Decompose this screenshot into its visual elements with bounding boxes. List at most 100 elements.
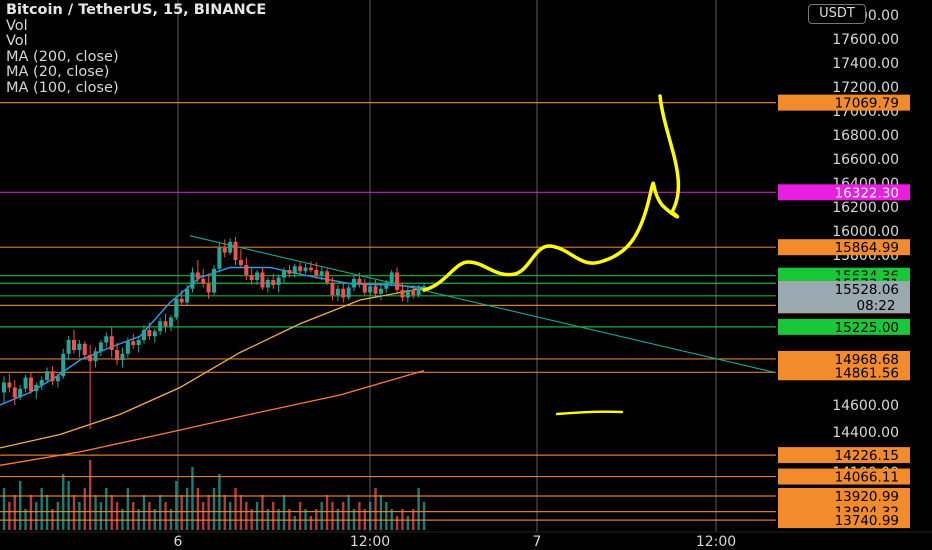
candle-body <box>174 298 179 318</box>
candle-body <box>163 321 168 327</box>
candle-body <box>308 267 313 270</box>
level-tag-label: 13740.99 <box>835 513 899 529</box>
volume-bar <box>126 488 130 530</box>
candle-body <box>357 278 362 284</box>
volume-bar <box>363 509 366 530</box>
candle-body <box>136 340 141 345</box>
descending-trendline <box>189 235 776 374</box>
candle-body <box>238 260 243 265</box>
volume-bar <box>342 502 345 530</box>
volume-bar <box>417 488 420 530</box>
volume-bar <box>56 502 60 530</box>
volume-bar <box>35 502 38 530</box>
candle-body <box>249 275 254 280</box>
candle-body <box>228 241 233 253</box>
volume-bar <box>72 495 76 530</box>
level-tag-label: 14226.15 <box>835 448 899 464</box>
candle-body <box>319 271 324 275</box>
volume-bar <box>336 509 340 530</box>
candle-body <box>88 355 93 362</box>
candle-body <box>282 270 286 278</box>
level-tag-label: 14968.68 <box>835 352 899 368</box>
volume-bar <box>99 502 103 530</box>
x-tick-label: 6 <box>174 534 183 550</box>
current-price-tag <box>778 280 910 297</box>
volume-bar <box>169 509 173 530</box>
candle-body <box>298 266 303 272</box>
level-tag-12 <box>778 487 910 504</box>
y-tick-label: 14600.00 <box>832 398 899 414</box>
volume-bar <box>331 502 334 530</box>
volume-bar <box>62 474 65 530</box>
hand-drawn-projection <box>422 94 681 292</box>
volume-bar <box>390 509 393 530</box>
candle-body <box>115 350 120 360</box>
volume-bar <box>412 509 415 530</box>
ma-200-line <box>0 370 425 466</box>
candle-body <box>82 343 87 355</box>
currency-unit-button[interactable]: USDT <box>808 4 866 24</box>
candle-body <box>373 286 378 294</box>
volume-bar <box>320 502 323 530</box>
volume-bars <box>2 460 426 530</box>
level-tag-label: 14066.11 <box>835 470 899 486</box>
volume-bar <box>185 488 189 530</box>
volume-bar <box>121 509 124 530</box>
volume-bar <box>298 502 302 530</box>
candle-body <box>325 271 330 283</box>
level-tag-label: 14861.56 <box>835 365 899 381</box>
y-tick-label: 14400.00 <box>832 425 899 441</box>
volume-bar <box>325 495 329 530</box>
volume-bar <box>358 502 361 530</box>
volume-bar <box>207 495 210 530</box>
volume-bar <box>180 495 183 530</box>
volume-bar <box>228 502 232 530</box>
candle-body <box>389 272 394 283</box>
hand-drawn-mark <box>555 410 624 416</box>
candle-body <box>206 283 211 293</box>
level-tag-label: 13920.99 <box>835 489 899 505</box>
volume-bar <box>88 460 92 530</box>
candle-body <box>98 342 103 352</box>
candle-body <box>61 353 66 377</box>
candle-body <box>34 385 39 392</box>
countdown-tag <box>778 296 910 313</box>
candle-body <box>23 377 28 389</box>
candle-body <box>411 290 416 295</box>
candle-body <box>93 351 98 362</box>
candle-body <box>2 382 6 393</box>
volume-bar <box>422 502 426 530</box>
candle-body <box>346 287 351 298</box>
volume-bar <box>282 495 286 530</box>
volume-bar <box>67 481 70 530</box>
candle-body <box>395 272 400 290</box>
candle-body <box>152 331 157 337</box>
legend-volume: Vol <box>6 17 28 34</box>
candle-body <box>185 288 190 303</box>
level-tag-1 <box>778 184 910 201</box>
volume-bar <box>250 509 253 530</box>
candle-body <box>179 298 184 303</box>
volume-bar <box>175 481 178 530</box>
candle-body <box>142 330 146 340</box>
candle-body <box>255 272 260 280</box>
candle-body <box>260 272 265 288</box>
y-tick-label: 17400.00 <box>832 56 899 72</box>
candle-body <box>66 340 71 354</box>
volume-bar <box>153 509 156 530</box>
volume-bar <box>293 516 296 530</box>
volume-bar <box>78 502 81 530</box>
candle-body <box>233 241 238 260</box>
candle-body <box>352 278 356 288</box>
candle-body <box>314 270 319 275</box>
volume-bar <box>132 502 135 530</box>
candle-body <box>244 265 249 275</box>
candle-body <box>405 290 410 298</box>
volume-bar <box>13 495 16 530</box>
volume-bar <box>266 509 270 530</box>
volume-bar <box>137 509 140 530</box>
level-tag-label: 17069.79 <box>835 96 899 112</box>
candle-body <box>77 343 82 350</box>
